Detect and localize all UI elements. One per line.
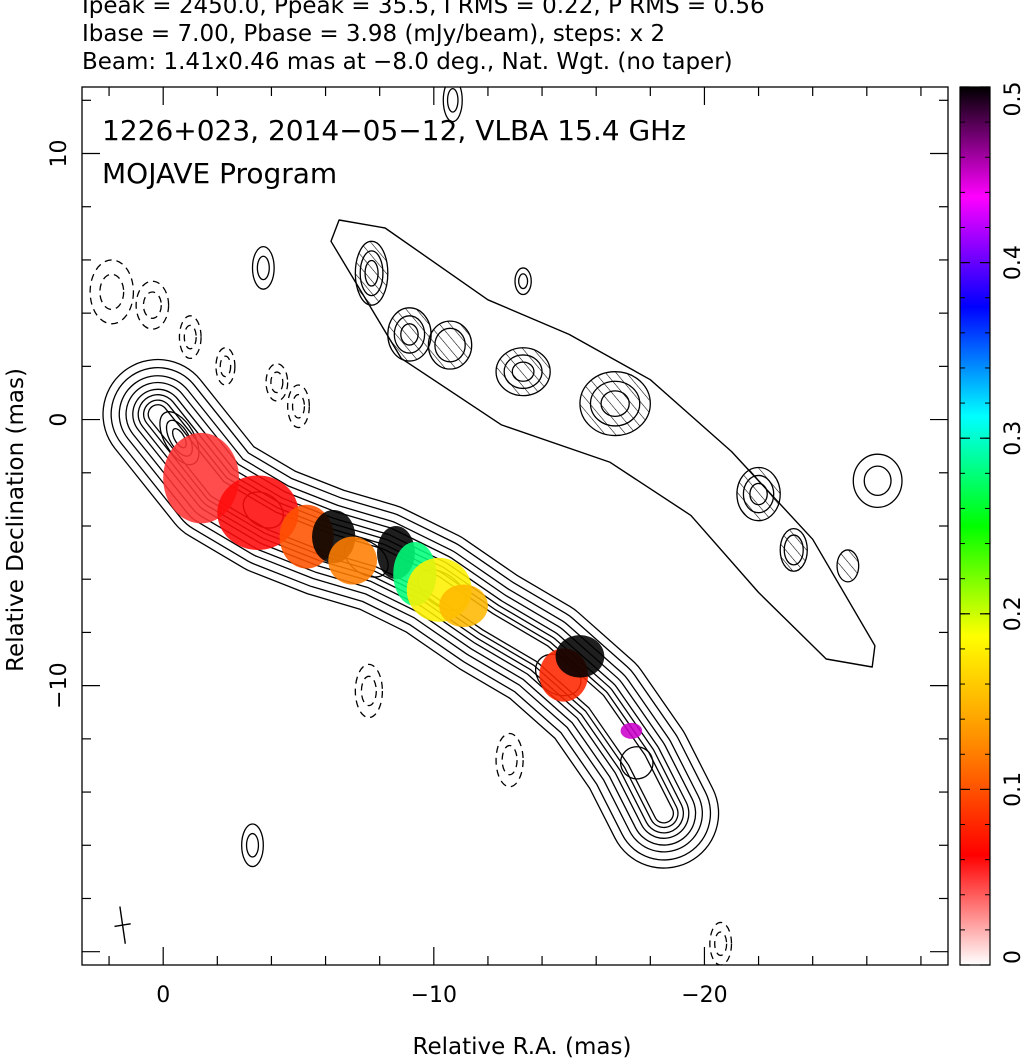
upper-knot-contour: [779, 528, 808, 572]
header-line-2: Ibase = 7.00, Pbase = 3.98 (mJy/beam), s…: [82, 21, 666, 47]
upper-knot-contour: [393, 315, 426, 354]
upper-knot-contour: [749, 482, 768, 506]
positive-contour: [518, 273, 529, 290]
x-tick-label: −10: [411, 983, 457, 1008]
upper-knot-contour: [359, 250, 384, 297]
negative-contour: [89, 259, 135, 325]
upper-knot-contour: [511, 361, 535, 382]
positive-contour: [251, 245, 275, 290]
negative-contour: [178, 315, 202, 360]
upper-knot-contour: [503, 354, 543, 390]
negative-contour: [709, 921, 733, 965]
colorbar-tick-label: 0.5: [1001, 82, 1021, 117]
negative-contour: [354, 663, 384, 719]
negative-contour: [714, 931, 728, 957]
y-axis-label: Relative Declination (mas): [3, 368, 29, 672]
upper-knot-contour: [434, 327, 466, 363]
negative-contour: [360, 675, 377, 707]
upper-knot-hatch: [837, 549, 859, 582]
colorbar-ramp: [959, 86, 991, 966]
positive-contour: [852, 453, 903, 509]
positive-contour: [256, 255, 270, 281]
positive-contour: [245, 832, 260, 858]
x-axis-label: Relative R.A. (mas): [413, 1034, 632, 1060]
knot-contour: [619, 746, 654, 780]
upper-knot-contour: [364, 259, 379, 287]
polarization-patch: [217, 475, 299, 550]
polarization-patch: [620, 722, 643, 739]
colorbar: 0 0.1 0.2 0.3 0.4 0.5: [959, 82, 1021, 966]
negative-contour: [270, 371, 284, 394]
positive-contour: [514, 267, 532, 296]
upper-knot-contour: [736, 466, 781, 522]
upper-knot-contour: [600, 390, 630, 418]
negative-contour: [219, 355, 232, 378]
x-tick-label: 0: [156, 983, 170, 1008]
y-tick-label: 0: [47, 413, 72, 427]
upper-knot-contour: [400, 323, 419, 346]
upper-knot-contour: [836, 549, 860, 583]
y-tick-label: −10: [47, 662, 72, 708]
colorbar-tick-label: 0.2: [1001, 596, 1021, 631]
negative-contour: [501, 744, 518, 776]
upper-knot-contour: [742, 474, 775, 514]
fractional-polarization-overlay: [163, 432, 643, 739]
x-tick-label: −20: [681, 983, 727, 1008]
colorbar-tick-label: 0: [1001, 950, 1021, 964]
header-line-3: Beam: 1.41x0.46 mas at −8.0 deg., Nat. W…: [82, 49, 733, 75]
negative-contour: [135, 280, 170, 330]
map-title-source: 1226+023, 2014−05−12, VLBA 15.4 GHz: [102, 114, 686, 147]
negative-contour: [142, 291, 162, 319]
axis-ticks: 0 −10 −20 10 0 −10: [47, 87, 948, 1008]
negative-contour: [495, 732, 524, 788]
negative-contour: [265, 363, 289, 402]
positive-contour: [446, 87, 459, 113]
polarization-patch: [328, 536, 377, 585]
negative-contour: [99, 273, 125, 311]
negative-contour: [215, 347, 236, 386]
positive-contour: [442, 87, 463, 123]
negative-contour: [183, 324, 197, 350]
polarization-patch: [555, 635, 605, 678]
colorbar-tick-label: 0.1: [1001, 772, 1021, 807]
positive-contour: [863, 465, 892, 497]
colorbar-tick-label: 0.3: [1001, 421, 1021, 456]
upper-knot-contour: [427, 320, 473, 370]
upper-knot-contour: [783, 534, 804, 566]
y-tick-label: 10: [47, 140, 72, 168]
polarization-patch: [439, 584, 488, 628]
beam-minor-axis: [114, 923, 131, 928]
upper-knot-contour: [589, 380, 641, 427]
upper-knot-contour: [579, 371, 651, 437]
upper-knot-contour: [495, 347, 551, 397]
map-title-program: MOJAVE Program: [102, 157, 337, 190]
isolated-contours: [89, 87, 903, 965]
header-line-1: Ipeak = 2450.0, Ppeak = 35.5, I RMS = 0.…: [82, 0, 765, 19]
negative-contour: [287, 384, 310, 429]
upper-jet-contours: [330, 219, 876, 668]
colorbar-tick-label: 0.4: [1001, 245, 1021, 280]
upper-knot-contour: [354, 240, 389, 306]
negative-contour: [291, 393, 306, 419]
positive-contour: [241, 823, 264, 868]
